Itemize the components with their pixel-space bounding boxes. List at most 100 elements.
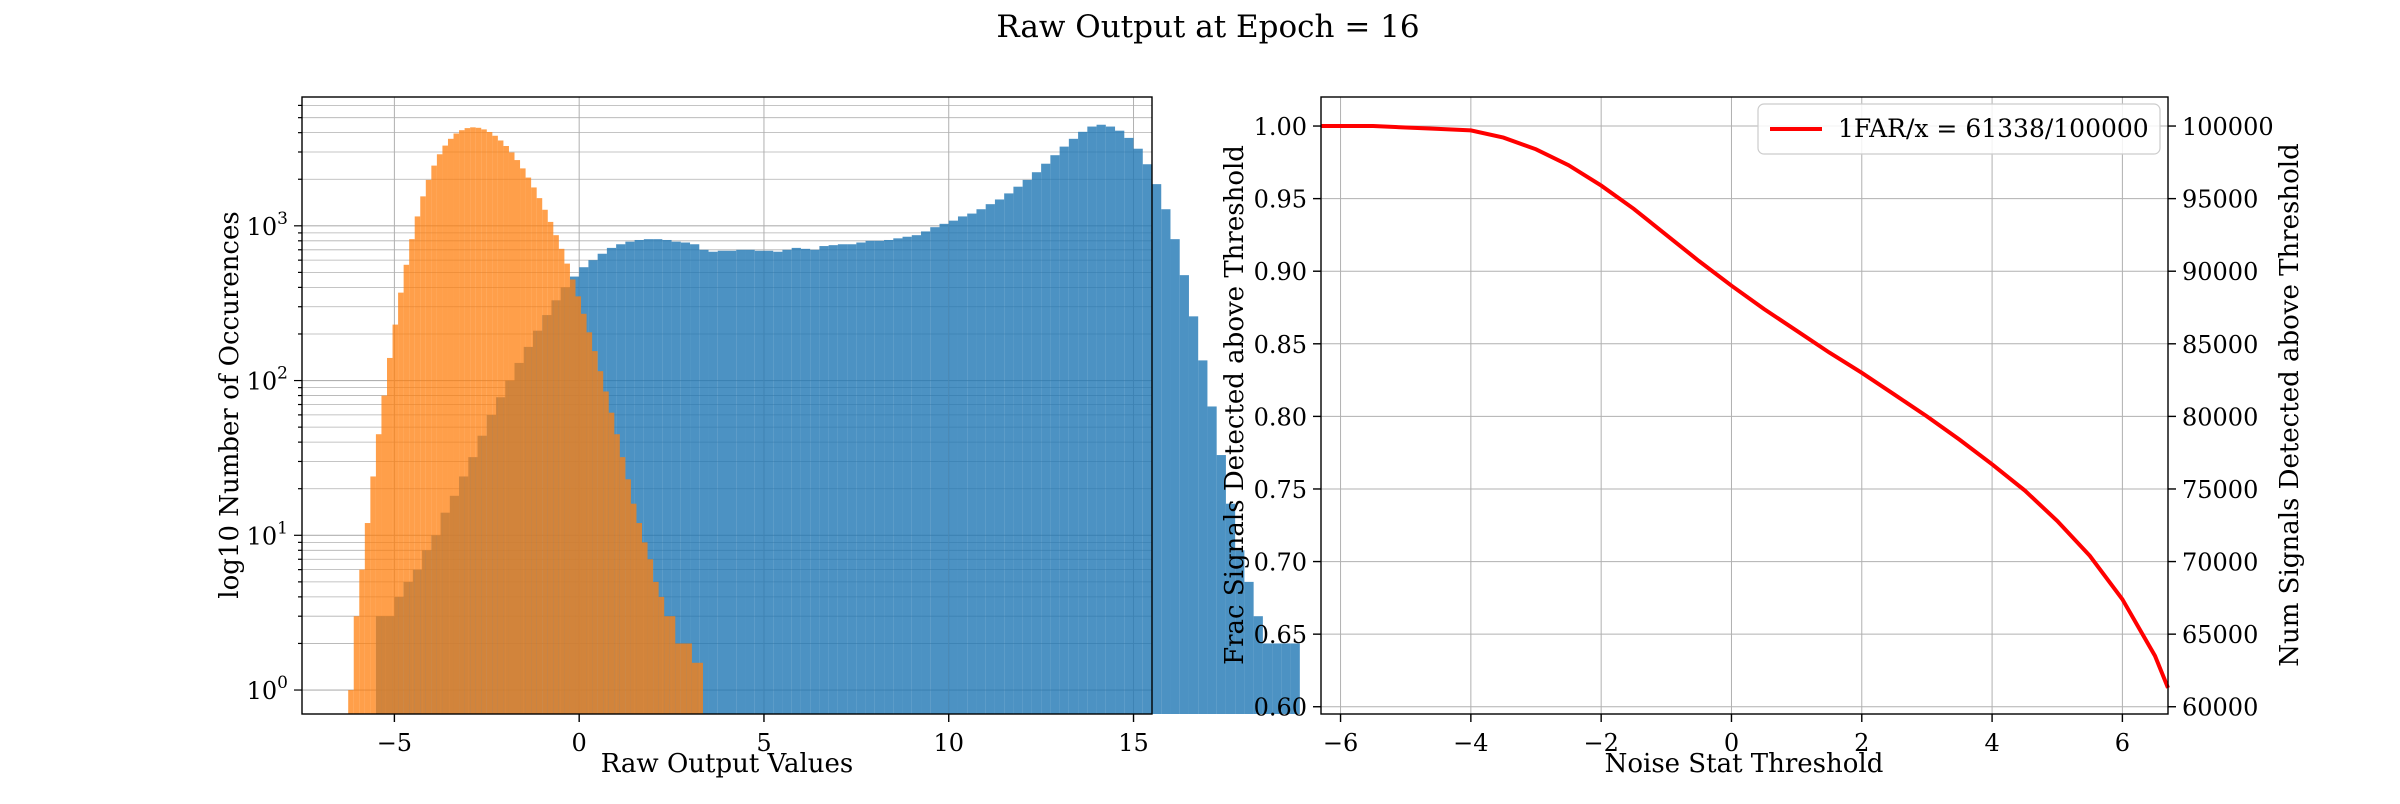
- histogram-bar-blue: [1179, 275, 1189, 714]
- histogram-bar-blue: [1207, 406, 1217, 714]
- histogram-bar-blue: [1050, 155, 1060, 714]
- histogram-bar-orange: [442, 145, 448, 714]
- histogram-bar-blue: [1290, 643, 1300, 714]
- histogram-y-tick-label: 100: [247, 673, 288, 705]
- histogram-bar-orange: [697, 662, 703, 714]
- histogram-bar-blue: [773, 251, 783, 714]
- histogram-bar-orange: [348, 690, 354, 714]
- threshold-x-axis-label: Noise Stat Threshold: [1605, 749, 1884, 779]
- histogram-bar-blue: [634, 239, 644, 714]
- threshold-x-tick-label: 6: [2115, 729, 2130, 757]
- histogram-bar-blue: [1152, 184, 1162, 714]
- histogram-bar-orange: [569, 279, 576, 714]
- histogram-bar-orange: [453, 133, 460, 715]
- figure-title: Raw Output at Epoch = 16: [996, 9, 1419, 45]
- histogram-bar-blue: [643, 239, 654, 714]
- histogram-bar-blue: [957, 216, 968, 714]
- histogram-bar-orange: [353, 616, 360, 714]
- histogram-bar-blue: [1022, 179, 1032, 714]
- histogram-bar-orange: [398, 292, 404, 714]
- legend: 1FAR/x = 61338/100000: [1757, 103, 2161, 155]
- histogram-bar-orange: [425, 179, 432, 714]
- histogram-panel: −5 0 5 10 15 100 101 102 103 Raw Output Values l…: [215, 96, 1300, 779]
- histogram-bar-orange: [409, 239, 415, 714]
- histogram-bar-blue: [967, 213, 977, 714]
- histogram-ticks: −5 0 5 10 15 100 101 102 103: [247, 104, 1149, 757]
- threshold-y-tick-label-right: 65000: [2182, 621, 2258, 649]
- histogram-bar-orange: [636, 523, 642, 714]
- histogram-bar-orange: [603, 391, 609, 714]
- histogram-bar-orange: [459, 130, 465, 714]
- histogram-bar-blue: [1253, 616, 1263, 714]
- threshold-panel: −6 −4 −2 0 2 4 6 0.60 0.65 0.70 0.75 0.80 0.85 0.90 0.…: [1220, 96, 2305, 779]
- threshold-y-axis-label-right: Num Signals Detected above Threshold: [2275, 143, 2305, 666]
- histogram-bar-blue: [708, 251, 718, 714]
- histogram-bar-blue: [736, 249, 746, 714]
- threshold-x-tick-label: −2: [1583, 729, 1618, 757]
- histogram-bar-blue: [625, 241, 635, 714]
- threshold-y-tick-label-left: 0.80: [1254, 403, 1307, 431]
- histogram-bar-orange: [431, 165, 437, 714]
- histogram-x-tick-label: 15: [1118, 729, 1149, 757]
- histogram-bar-blue: [884, 239, 894, 714]
- histogram-bar-blue: [985, 204, 995, 714]
- histogram-bar-blue: [976, 209, 986, 714]
- histogram-x-tick-label: −5: [377, 729, 412, 757]
- histogram-bar-orange: [625, 479, 631, 714]
- histogram-bar-orange: [547, 221, 554, 714]
- histogram-bar-orange: [597, 371, 604, 714]
- histogram-bar-blue: [1198, 360, 1208, 714]
- threshold-y-tick-label-right: 60000: [2182, 694, 2258, 722]
- threshold-x-tick-label: −6: [1323, 729, 1358, 757]
- histogram-bar-blue: [847, 244, 857, 714]
- histogram-bar-orange: [375, 434, 382, 714]
- histogram-bar-blue: [800, 248, 811, 715]
- histogram-bar-orange: [586, 332, 593, 714]
- histogram-bar-blue: [1133, 148, 1143, 715]
- histogram-bar-blue: [745, 249, 755, 714]
- histogram-y-tick-label: 101: [247, 518, 288, 550]
- threshold-x-tick-label: 0: [1724, 729, 1739, 757]
- threshold-y-tick-label-left: 0.60: [1254, 694, 1307, 722]
- histogram-bar-blue: [1281, 643, 1291, 714]
- histogram-bar-orange: [592, 351, 598, 714]
- histogram-bar-blue: [1031, 172, 1042, 714]
- threshold-y-tick-label-right: 80000: [2182, 403, 2258, 431]
- histogram-bar-blue: [1124, 137, 1134, 715]
- histogram-bar-orange: [392, 324, 399, 714]
- histogram-bar-orange: [436, 154, 443, 715]
- histogram-bar-blue: [837, 244, 848, 714]
- histogram-bar-orange: [403, 264, 410, 714]
- histogram-bar-blue: [1262, 643, 1273, 714]
- histogram-bar-orange: [691, 662, 698, 714]
- histogram-bar-orange: [658, 596, 665, 714]
- histogram-bar-orange: [664, 616, 670, 714]
- histogram-bar-blue: [727, 250, 737, 715]
- histogram-bar-orange: [680, 643, 687, 714]
- histogram-bar-orange: [619, 457, 626, 714]
- histogram-bar-orange: [381, 395, 387, 714]
- threshold-y-tick-label-right: 75000: [2182, 476, 2258, 504]
- threshold-frame: [1320, 96, 2169, 715]
- histogram-bar-blue: [819, 246, 829, 714]
- histogram-bar-blue: [1225, 503, 1236, 714]
- histogram-bar-orange: [492, 135, 498, 715]
- histogram-bar-orange: [542, 209, 548, 714]
- histogram-bar-blue: [754, 250, 764, 715]
- histogram-bars: [348, 124, 1300, 715]
- histogram-bar-orange: [359, 569, 365, 714]
- threshold-y-tick-label-left: 1.00: [1254, 113, 1307, 141]
- histogram-bar-blue: [856, 242, 866, 714]
- histogram-bar-orange: [536, 198, 543, 714]
- histogram-bar-blue: [662, 239, 672, 714]
- histogram-bar-blue: [1004, 193, 1014, 714]
- histogram-bar-orange: [525, 177, 532, 714]
- histogram-bar-orange: [420, 196, 426, 714]
- histogram-bar-orange: [503, 145, 509, 714]
- histogram-bar-orange: [370, 476, 376, 714]
- threshold-y-tick-label-left: 0.95: [1254, 186, 1307, 214]
- histogram-frame: [301, 96, 1153, 715]
- histogram-bar-blue: [782, 249, 792, 714]
- threshold-y-tick-label-left: 0.75: [1254, 476, 1307, 504]
